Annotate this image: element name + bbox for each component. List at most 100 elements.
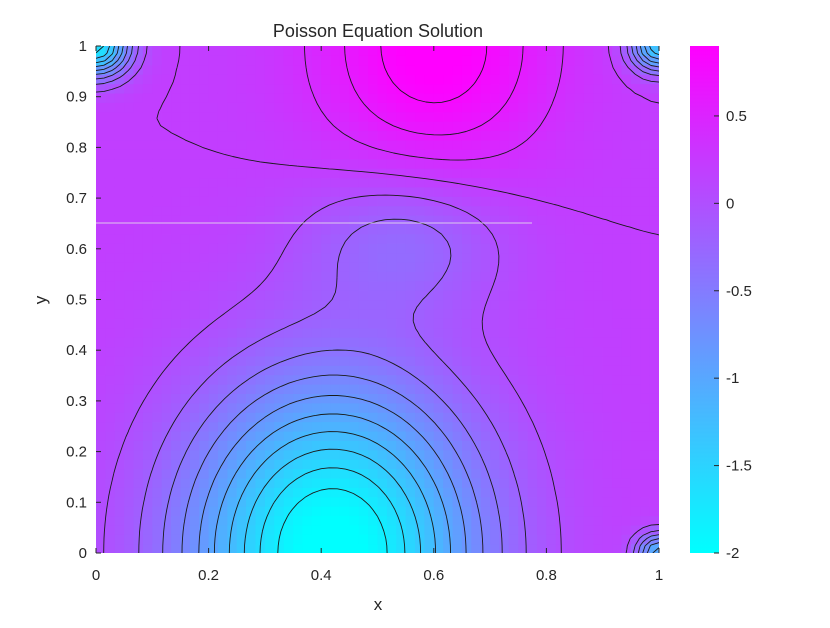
heatmap-cell — [283, 46, 294, 56]
heatmap-cell — [142, 327, 153, 338]
heatmap-cell — [527, 149, 538, 160]
heatmap-cell — [621, 139, 632, 150]
heatmap-cell — [565, 158, 576, 169]
heatmap-cell — [565, 374, 576, 385]
heatmap-cell — [471, 83, 482, 94]
heatmap-cell — [518, 149, 529, 160]
heatmap-cell — [630, 196, 641, 207]
heatmap-cell — [358, 515, 369, 526]
heatmap-cell — [377, 337, 388, 348]
heatmap-cell — [236, 139, 247, 150]
heatmap-cell — [349, 487, 360, 498]
heatmap-cell — [602, 440, 613, 451]
heatmap-cell — [602, 55, 613, 66]
heatmap-cell — [593, 412, 604, 423]
heatmap-cell — [311, 393, 322, 404]
heatmap-cell — [527, 290, 538, 301]
heatmap-cell — [283, 459, 294, 470]
heatmap-cell — [302, 74, 313, 85]
heatmap-cell — [368, 487, 379, 498]
heatmap-cell — [480, 421, 491, 432]
heatmap-cell — [161, 440, 172, 451]
heatmap-cell — [293, 506, 304, 517]
heatmap-cell — [433, 186, 444, 197]
heatmap-cell — [330, 111, 341, 122]
heatmap-cell — [321, 496, 332, 507]
heatmap-cell — [171, 487, 182, 498]
heatmap-cell — [217, 243, 228, 254]
heatmap-cell — [443, 252, 454, 263]
heatmap-cell — [537, 337, 547, 348]
heatmap-cell — [518, 412, 529, 423]
heatmap-cell — [349, 355, 360, 366]
heatmap-cell — [246, 393, 257, 404]
heatmap-cell — [264, 477, 275, 488]
heatmap-cell — [452, 299, 463, 310]
heatmap-cell — [640, 252, 651, 263]
heatmap-cell — [133, 402, 144, 413]
heatmap-cell — [142, 346, 153, 357]
heatmap-cell — [405, 261, 416, 272]
heatmap-cell — [461, 506, 472, 517]
heatmap-cell — [171, 393, 182, 404]
heatmap-cell — [583, 421, 594, 432]
heatmap-cell — [368, 130, 379, 141]
heatmap-cell — [283, 261, 294, 272]
heatmap-cell — [480, 139, 491, 150]
heatmap-cell — [227, 327, 238, 338]
heatmap-cell — [452, 158, 463, 169]
heatmap-cell — [349, 64, 360, 75]
heatmap-cell — [555, 430, 566, 441]
heatmap-cell — [255, 421, 266, 432]
heatmap-cell — [640, 83, 651, 94]
heatmap-cell — [264, 487, 275, 498]
heatmap-cell — [227, 102, 238, 113]
heatmap-cell — [527, 168, 538, 179]
heatmap-cell — [368, 337, 379, 348]
heatmap-cell — [602, 515, 613, 526]
heatmap-cell — [621, 205, 632, 216]
heatmap-cell — [396, 121, 407, 132]
heatmap-cell — [518, 139, 529, 150]
heatmap-cell — [199, 374, 210, 385]
heatmap-cell — [490, 92, 501, 103]
heatmap-field — [96, 46, 659, 553]
heatmap-cell — [574, 158, 585, 169]
heatmap-cell — [264, 46, 275, 56]
heatmap-cell — [649, 318, 659, 329]
heatmap-cell — [321, 515, 332, 526]
heatmap-cell — [180, 290, 191, 301]
heatmap-cell — [555, 506, 566, 517]
heatmap-cell — [649, 177, 659, 188]
contour-lines — [96, 46, 659, 553]
heatmap-cell — [349, 111, 360, 122]
heatmap-cell — [264, 374, 275, 385]
heatmap-cell — [518, 468, 529, 479]
heatmap-cell — [114, 233, 125, 244]
heatmap-cell — [452, 346, 463, 357]
heatmap-cell — [180, 384, 191, 394]
heatmap-cell — [405, 243, 416, 254]
heatmap-cell — [490, 318, 501, 329]
heatmap-cell — [368, 92, 379, 103]
heatmap-cell — [293, 496, 304, 507]
heatmap-cell — [640, 121, 651, 132]
heatmap-cell — [452, 421, 463, 432]
heatmap-cell — [321, 224, 332, 235]
heatmap-cell — [452, 327, 463, 338]
heatmap-cell — [424, 252, 435, 263]
heatmap-cell — [330, 468, 341, 479]
heatmap-cell — [443, 487, 454, 498]
heatmap-cell — [358, 83, 369, 94]
heatmap-cell — [555, 261, 566, 272]
heatmap-cell — [339, 477, 350, 488]
heatmap-cell — [565, 468, 576, 479]
heatmap-cell — [461, 477, 472, 488]
heatmap-cell — [424, 515, 435, 526]
heatmap-cell — [171, 308, 182, 319]
heatmap-cell — [640, 468, 651, 479]
heatmap-cell — [471, 74, 482, 85]
heatmap-cell — [640, 515, 651, 526]
heatmap-cell — [508, 318, 519, 329]
heatmap-cell — [339, 393, 350, 404]
